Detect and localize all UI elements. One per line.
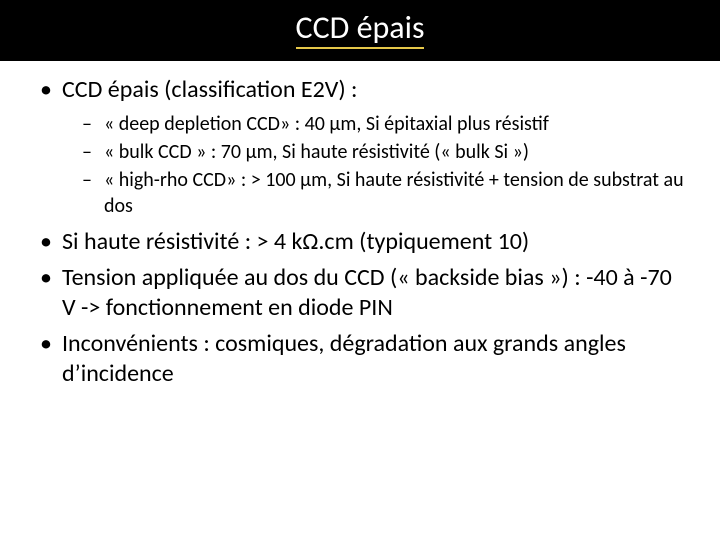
sub-list-item-text: « bulk CCD » : 70 µm, Si haute résistivi…: [104, 140, 529, 164]
sub-list-item: « bulk CCD » : 70 µm, Si haute résistivi…: [62, 139, 684, 165]
sub-list-item: « deep depletion CCD» : 40 µm, Si épitax…: [62, 111, 684, 137]
list-item: Si haute résistivité : > 4 kΩ.cm (typiqu…: [36, 227, 684, 257]
list-item-text: Tension appliquée au dos du CCD (« backs…: [62, 263, 672, 322]
slide: CCD épais CCD épais (classification E2V)…: [0, 0, 720, 540]
list-item-text: Inconvénients : cosmiques, dégradation a…: [62, 329, 626, 388]
slide-content: CCD épais (classification E2V) : « deep …: [0, 61, 720, 389]
slide-title: CCD épais: [296, 10, 425, 49]
list-item: Inconvénients : cosmiques, dégradation a…: [36, 329, 684, 389]
sub-list-item-text: « deep depletion CCD» : 40 µm, Si épitax…: [104, 112, 549, 136]
list-item-text: Si haute résistivité : > 4 kΩ.cm (typiqu…: [62, 227, 529, 256]
list-item: CCD épais (classification E2V) : « deep …: [36, 75, 684, 219]
list-item-text: CCD épais (classification E2V) :: [62, 75, 357, 104]
list-item: Tension appliquée au dos du CCD (« backs…: [36, 263, 684, 323]
sub-bullet-list: « deep depletion CCD» : 40 µm, Si épitax…: [62, 111, 684, 219]
sub-list-item: « high-rho CCD» : > 100 µm, Si haute rés…: [62, 167, 684, 219]
sub-list-item-text: « high-rho CCD» : > 100 µm, Si haute rés…: [104, 168, 684, 218]
bullet-list: CCD épais (classification E2V) : « deep …: [36, 75, 684, 389]
title-bar: CCD épais: [0, 0, 720, 61]
